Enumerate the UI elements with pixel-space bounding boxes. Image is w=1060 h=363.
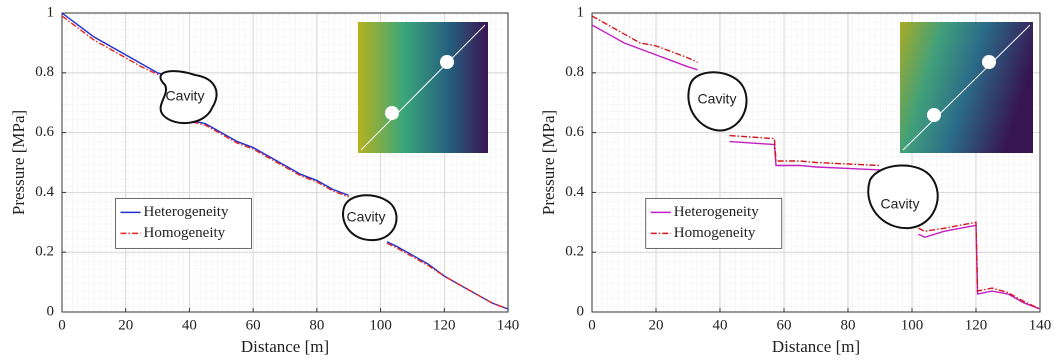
annotation: Cavity xyxy=(166,88,205,104)
series-line xyxy=(61,15,509,310)
x-axis-label: Distance [m] xyxy=(772,337,860,356)
legend-label: Homogeneity xyxy=(674,225,756,241)
inset-diagonal xyxy=(902,24,1031,151)
plot-frame xyxy=(591,12,1041,313)
inset-cavity xyxy=(927,108,941,122)
x-tick-label: 120 xyxy=(433,317,456,333)
y-tick-label: 1 xyxy=(577,4,585,20)
x-tick-label: 60 xyxy=(246,317,261,333)
annotation: Cavity xyxy=(698,91,737,107)
x-tick-label: 20 xyxy=(649,317,664,333)
inset-cavity xyxy=(982,55,996,69)
legend-box xyxy=(115,197,252,249)
legend-label: Heterogeneity xyxy=(674,204,759,220)
y-tick-label: 0.4 xyxy=(35,184,54,200)
y-tick-label: 0.2 xyxy=(565,244,584,260)
annotation: Cavity xyxy=(347,209,386,225)
cavity-outline xyxy=(867,164,939,230)
y-tick-label: 0 xyxy=(577,303,585,319)
x-tick-label: 40 xyxy=(713,317,728,333)
x-tick-label: 40 xyxy=(182,317,197,333)
plot-frame xyxy=(61,12,509,313)
cavity-outline xyxy=(159,70,218,125)
x-tick-label: 20 xyxy=(118,317,133,333)
x-tick-label: 140 xyxy=(497,317,520,333)
inset-cavity xyxy=(385,106,399,120)
y-tick-label: 0.8 xyxy=(35,64,54,80)
y-tick-label: 0.2 xyxy=(35,244,54,260)
inset-cavity xyxy=(440,55,454,69)
x-tick-label: 0 xyxy=(588,317,596,333)
cavity-outline xyxy=(687,71,748,132)
y-axis-label: Pressure [MPa] xyxy=(9,110,28,215)
annotation: Cavity xyxy=(881,196,920,212)
x-tick-label: 120 xyxy=(965,317,988,333)
inset-diagonal xyxy=(360,24,486,151)
y-tick-label: 0 xyxy=(47,303,55,319)
y-tick-label: 0.6 xyxy=(35,124,54,140)
x-tick-label: 100 xyxy=(901,317,924,333)
series-line xyxy=(591,15,1041,310)
y-tick-label: 0.8 xyxy=(565,64,584,80)
x-tick-label: 100 xyxy=(369,317,392,333)
legend-box xyxy=(645,197,783,249)
x-tick-label: 60 xyxy=(777,317,792,333)
y-tick-label: 1 xyxy=(47,4,55,20)
x-tick-label: 80 xyxy=(309,317,324,333)
y-tick-label: 0.6 xyxy=(565,124,584,140)
x-tick-label: 140 xyxy=(1029,317,1052,333)
legend-label: Homogeneity xyxy=(144,225,226,241)
y-tick-label: 0.4 xyxy=(565,184,584,200)
x-axis-label: Distance [m] xyxy=(241,337,329,356)
x-tick-label: 0 xyxy=(58,317,66,333)
y-axis-label: Pressure [MPa] xyxy=(539,110,558,215)
x-tick-label: 80 xyxy=(841,317,856,333)
cavity-outline xyxy=(342,194,398,242)
legend-label: Heterogeneity xyxy=(144,204,229,220)
